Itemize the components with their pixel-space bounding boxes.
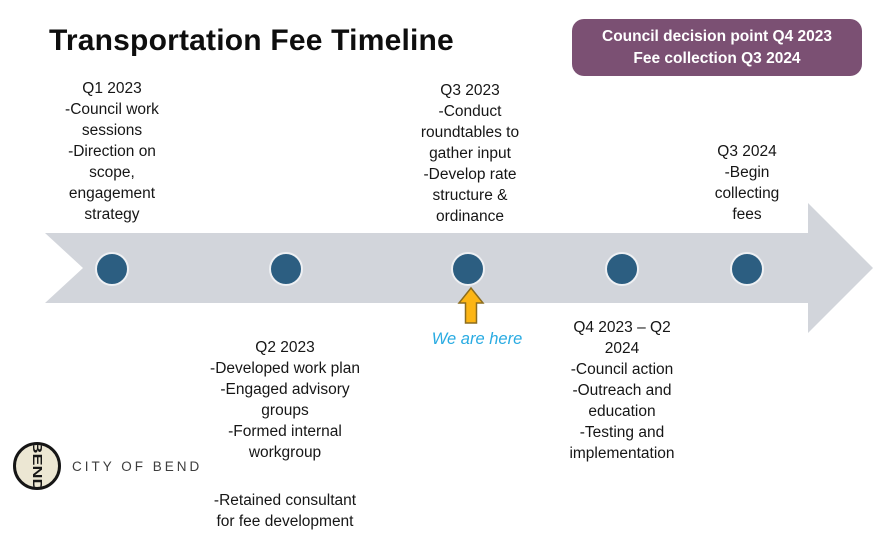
milestone-label-q4-2023-q2-2024: Q4 2023 – Q2 2024 -Council action -Outre… bbox=[569, 319, 675, 462]
milestone-q2-2023-main-text: Q2 2023 -Developed work plan -Engaged ad… bbox=[210, 339, 360, 461]
timeline-dot-q1-2023 bbox=[95, 252, 129, 286]
timeline-dot-q3-2024 bbox=[730, 252, 764, 286]
timeline-dot-q4-2023 bbox=[605, 252, 639, 286]
city-of-bend-wordmark: CITY OF BEND bbox=[72, 458, 203, 474]
timeline-dot-q2-2023 bbox=[269, 252, 303, 286]
timeline-dot-q3-2023 bbox=[451, 252, 485, 286]
timeline-arrow bbox=[45, 203, 873, 333]
decision-point-badge: Council decision point Q4 2023 Fee colle… bbox=[572, 19, 862, 76]
milestone-label-q2-2023: Q2 2023 -Developed work plan -Engaged ad… bbox=[185, 316, 385, 553]
we-are-here-label: We are here bbox=[431, 330, 523, 348]
milestone-label-q3-2023: Q3 2023 -Conduct roundtables to gather i… bbox=[420, 82, 520, 225]
milestone-q2-2023-secondary-text: -Retained consultant for fee development bbox=[213, 492, 357, 530]
milestone-label-q1-2023: Q1 2023 -Council work sessions -Directio… bbox=[65, 80, 159, 223]
bend-monogram-icon: BEND bbox=[13, 442, 61, 490]
bend-monogram-text: BEND bbox=[29, 442, 45, 490]
city-of-bend-logo: BEND CITY OF BEND bbox=[13, 441, 202, 491]
current-position-arrow-icon bbox=[457, 286, 485, 324]
page-title: Transportation Fee Timeline bbox=[49, 24, 454, 57]
milestone-label-q3-2024: Q3 2024 -Begin collecting fees bbox=[714, 143, 780, 223]
